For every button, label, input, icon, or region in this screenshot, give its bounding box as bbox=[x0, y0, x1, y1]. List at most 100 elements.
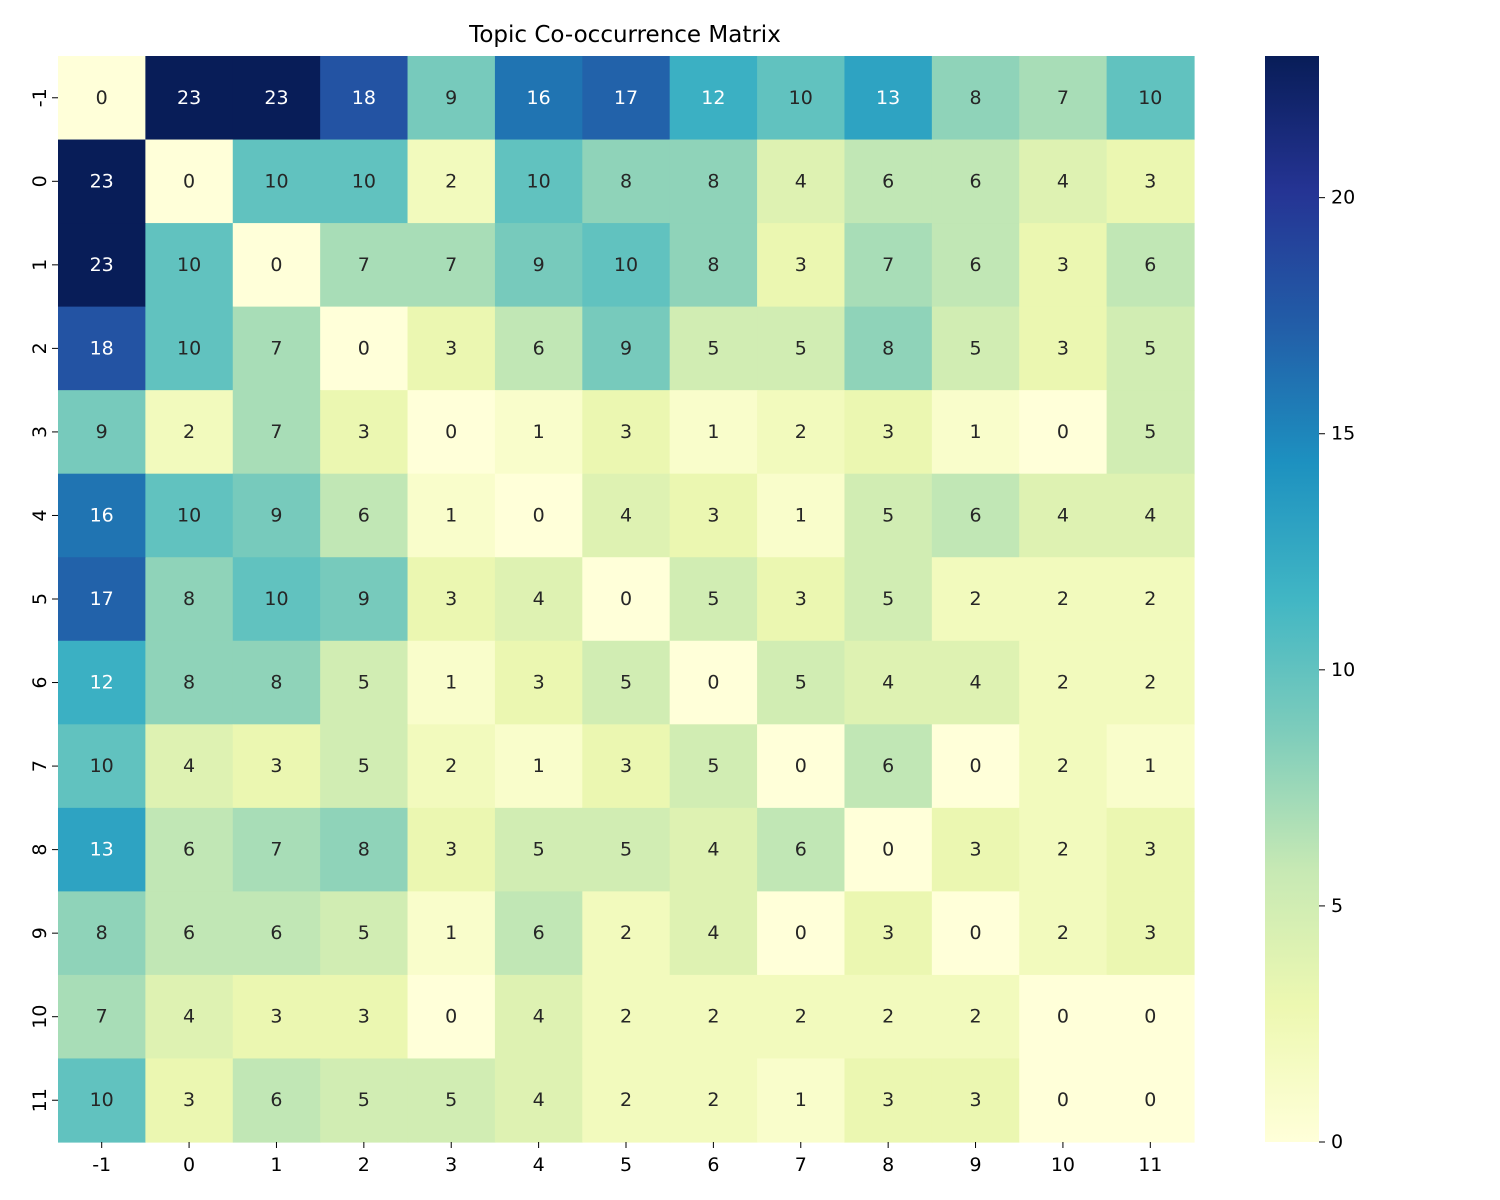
cell-value-label: 1 bbox=[795, 504, 807, 526]
cell-value-label: 4 bbox=[1057, 504, 1069, 526]
heatmap-cell bbox=[931, 640, 1020, 725]
cell-value-label: 3 bbox=[795, 588, 807, 610]
cell-value-label: 7 bbox=[270, 839, 282, 861]
cell-value-label: 4 bbox=[620, 504, 632, 526]
heatmap-cell bbox=[757, 724, 846, 809]
cell-value-label: 5 bbox=[620, 839, 632, 861]
cell-value-label: 0 bbox=[882, 839, 894, 861]
heatmap-cell bbox=[1106, 306, 1195, 391]
x-tick-label: -1 bbox=[92, 1154, 111, 1176]
cell-value-label: 2 bbox=[1057, 922, 1069, 944]
heatmap-cell bbox=[1106, 891, 1195, 976]
heatmap-cell bbox=[931, 891, 1020, 976]
heatmap-cell bbox=[669, 56, 758, 141]
cell-value-label: 12 bbox=[701, 87, 725, 109]
cell-value-label: 23 bbox=[177, 87, 201, 109]
cell-value-label: 3 bbox=[445, 588, 457, 610]
x-tick-label: 9 bbox=[969, 1154, 981, 1176]
heatmap-cell bbox=[494, 807, 583, 892]
heatmap-cell bbox=[844, 724, 933, 809]
heatmap-cell bbox=[494, 473, 583, 558]
heatmap-cell bbox=[757, 223, 846, 308]
heatmap-cell bbox=[669, 807, 758, 892]
x-tick-label: 0 bbox=[183, 1154, 195, 1176]
cell-value-label: 0 bbox=[969, 922, 981, 944]
cell-value-label: 8 bbox=[96, 922, 108, 944]
cell-value-label: 1 bbox=[533, 755, 545, 777]
cell-value-label: 9 bbox=[270, 504, 282, 526]
heatmap-cell bbox=[58, 56, 146, 141]
heatmap-cell bbox=[669, 974, 758, 1060]
heatmap-cell bbox=[58, 473, 146, 558]
cell-value-label: 3 bbox=[620, 755, 632, 777]
x-tick-label: 2 bbox=[358, 1154, 370, 1176]
cell-value-label: 3 bbox=[882, 922, 894, 944]
cell-value-label: 6 bbox=[183, 922, 195, 944]
cell-value-label: 2 bbox=[445, 755, 457, 777]
y-tick-label: 5 bbox=[29, 593, 51, 605]
heatmap-cell bbox=[1106, 56, 1195, 141]
cell-value-label: 3 bbox=[795, 254, 807, 276]
y-axis: -1 0 1 2 3 4 5 6 7 8 9 10 11 bbox=[29, 88, 58, 1112]
heatmap-cell bbox=[494, 1058, 583, 1143]
heatmap-cell bbox=[232, 557, 321, 642]
heatmap-cell bbox=[582, 557, 671, 642]
heatmap-cell bbox=[1106, 390, 1195, 475]
x-tick-label: 8 bbox=[882, 1154, 894, 1176]
heatmap-cell bbox=[320, 724, 409, 809]
heatmap-cell bbox=[407, 891, 496, 976]
cell-value-label: 1 bbox=[795, 1089, 807, 1111]
heatmap-cell bbox=[1019, 974, 1108, 1060]
heatmap-cell bbox=[582, 56, 671, 141]
heatmap-cell bbox=[407, 557, 496, 642]
cell-value-label: 6 bbox=[882, 755, 894, 777]
heatmap-cell bbox=[320, 807, 409, 892]
cell-value-label: 1 bbox=[445, 922, 457, 944]
heatmap-cell bbox=[494, 640, 583, 725]
cell-value-label: 1 bbox=[969, 421, 981, 443]
heatmap-cell bbox=[1106, 557, 1195, 642]
heatmap-cell bbox=[58, 974, 146, 1060]
cell-value-label: 10 bbox=[1138, 87, 1162, 109]
cell-value-label: 1 bbox=[533, 421, 545, 443]
cell-value-label: 2 bbox=[1144, 588, 1156, 610]
cell-value-label: 7 bbox=[270, 421, 282, 443]
cell-value-label: 5 bbox=[969, 337, 981, 359]
heatmap-cell bbox=[757, 557, 846, 642]
cell-value-label: 23 bbox=[90, 254, 114, 276]
cell-value-label: 4 bbox=[1144, 504, 1156, 526]
heatmap-cell bbox=[407, 640, 496, 725]
cell-value-label: 0 bbox=[533, 504, 545, 526]
heatmap-cell bbox=[320, 1058, 409, 1143]
cell-value-label: 12 bbox=[90, 672, 114, 694]
heatmap-cell bbox=[494, 974, 583, 1060]
heatmap-cell bbox=[232, 223, 321, 308]
cell-value-label: 10 bbox=[177, 254, 201, 276]
cell-value-label: 3 bbox=[270, 755, 282, 777]
cell-value-label: 0 bbox=[795, 922, 807, 944]
heatmap-cell bbox=[757, 306, 846, 391]
heatmap-cell bbox=[58, 223, 146, 308]
cell-value-label: 0 bbox=[96, 87, 108, 109]
cell-value-label: 10 bbox=[90, 1089, 114, 1111]
cell-value-label: 3 bbox=[1057, 337, 1069, 359]
cell-value-label: 0 bbox=[1057, 1089, 1069, 1111]
heatmap-cell bbox=[145, 557, 234, 642]
cell-value-label: 7 bbox=[96, 1006, 108, 1028]
heatmap-cell bbox=[669, 306, 758, 391]
heatmap-cell bbox=[320, 557, 409, 642]
heatmap-cell bbox=[494, 306, 583, 391]
cell-value-label: 3 bbox=[533, 672, 545, 694]
heatmap-cell bbox=[582, 640, 671, 725]
heatmap-cell bbox=[1019, 807, 1108, 892]
heatmap-cell bbox=[757, 390, 846, 475]
cell-value-label: 3 bbox=[358, 1006, 370, 1028]
heatmap-cell bbox=[494, 557, 583, 642]
heatmap-cell bbox=[494, 56, 583, 141]
cell-value-label: 5 bbox=[882, 504, 894, 526]
heatmap-cell bbox=[757, 1058, 846, 1143]
heatmap-cell bbox=[494, 139, 583, 224]
heatmap-cell bbox=[320, 306, 409, 391]
